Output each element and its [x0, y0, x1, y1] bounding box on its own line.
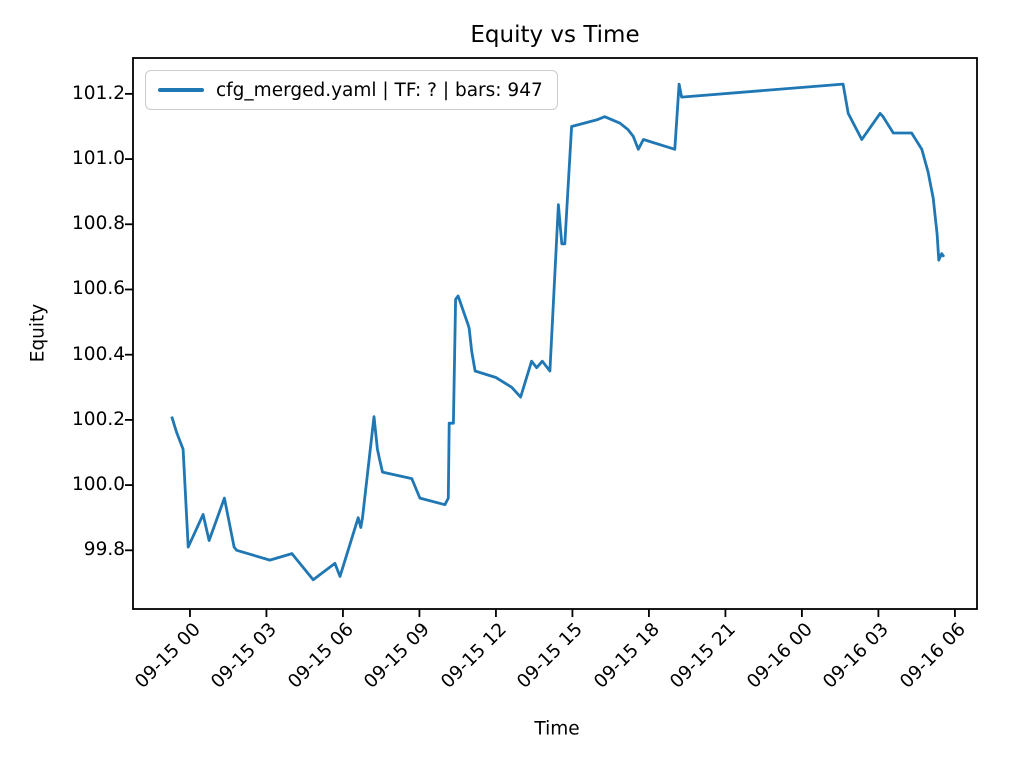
- y-tick-label: 100.4: [72, 343, 125, 365]
- y-axis-label: Equity: [27, 303, 49, 363]
- y-tick-label: 99.8: [83, 539, 125, 561]
- chart-title: Equity vs Time: [470, 22, 640, 48]
- y-tick-label: 101.2: [72, 82, 125, 104]
- legend-series-label: cfg_merged.yaml | TF: ? | bars: 947: [216, 79, 543, 101]
- equity-line: [170, 82, 946, 582]
- y-tick-label: 100.2: [72, 408, 125, 430]
- y-tick-label: 101.0: [72, 148, 125, 170]
- y-tick-label: 100.6: [72, 278, 125, 300]
- legend: cfg_merged.yaml | TF: ? | bars: 947: [145, 70, 558, 110]
- y-tick-label: 100.8: [72, 213, 125, 235]
- plot-frame: [132, 57, 978, 610]
- legend-line-sample: [158, 88, 204, 92]
- y-tick-label: 100.0: [72, 474, 125, 496]
- x-axis-label: Time: [534, 718, 580, 740]
- tick-marks: [125, 92, 956, 617]
